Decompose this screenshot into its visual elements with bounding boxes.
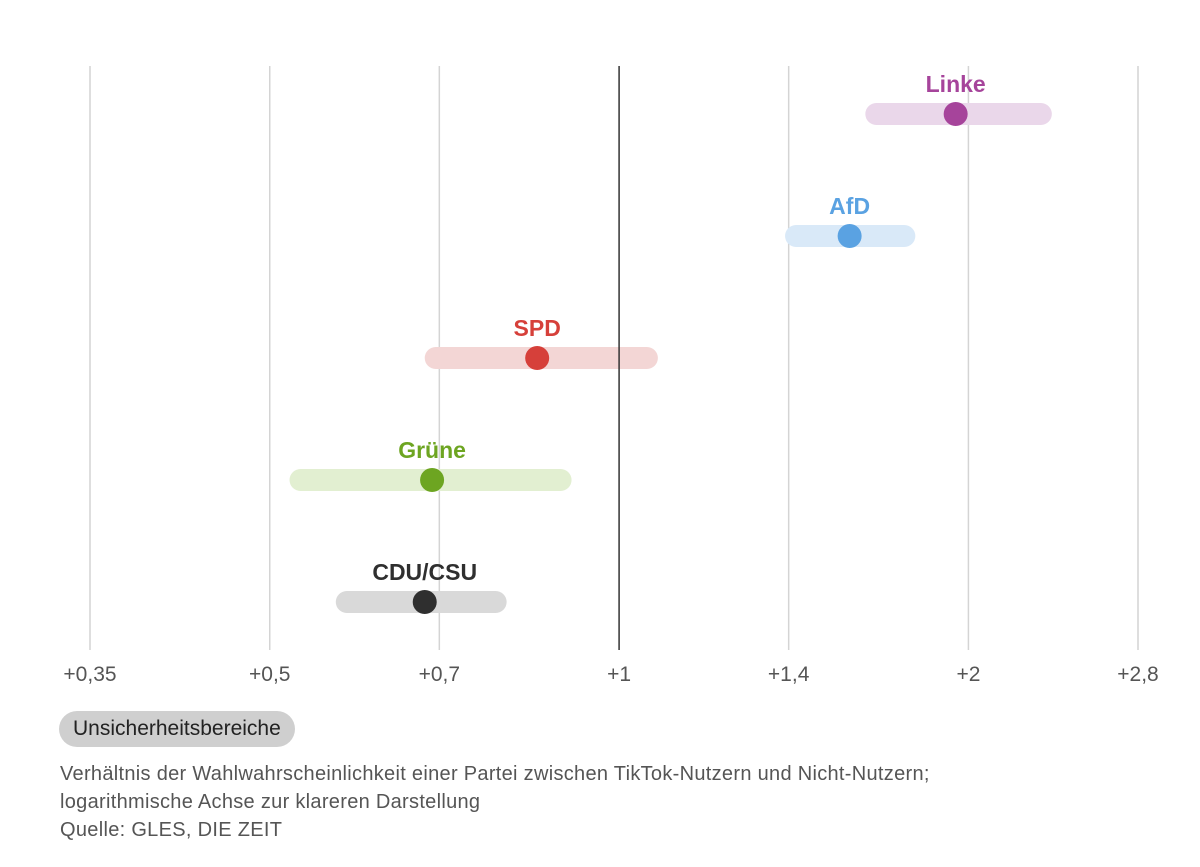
party-label-gruene: Grüne [398,437,466,463]
estimate-point-cdu-csu [412,590,437,614]
estimate-point-linke [943,102,968,126]
party-label-afd: AfD [829,193,870,219]
caption-description-line-2: logarithmische Achse zur klareren Darste… [60,791,481,813]
estimate-points [412,102,968,614]
estimate-point-gruene [420,468,445,492]
tick-label: +1,4 [768,663,810,686]
uncertainty-bands [289,103,1052,613]
chart-caption: Verhältnis der Wahlwahrscheinlichkeit ei… [60,760,1180,844]
tick-label: +0,7 [419,663,460,686]
estimate-point-afd [837,224,862,248]
party-labels: Linke AfD SPD Grüne CDU/CSU [372,71,985,585]
tick-label: +2,8 [1117,663,1158,686]
party-label-cdu-csu: CDU/CSU [372,559,477,585]
party-label-linke: Linke [926,71,986,97]
legend-uncertainty-badge: Unsicherheitsbereiche [59,711,295,747]
tick-label: +2 [956,663,980,686]
caption-description-line-1: Verhältnis der Wahlwahrscheinlichkeit ei… [60,763,930,785]
caption-source: Quelle: GLES, DIE ZEIT [60,819,283,841]
party-label-spd: SPD [514,315,561,341]
tick-label: +0,35 [63,663,116,686]
x-axis-ticks: +0,35 +0,5 +0,7 +1 +1,4 +2 +2,8 [63,663,1158,686]
tick-label: +1 [607,663,631,686]
estimate-point-spd [525,346,550,370]
tick-label: +0,5 [249,663,290,686]
